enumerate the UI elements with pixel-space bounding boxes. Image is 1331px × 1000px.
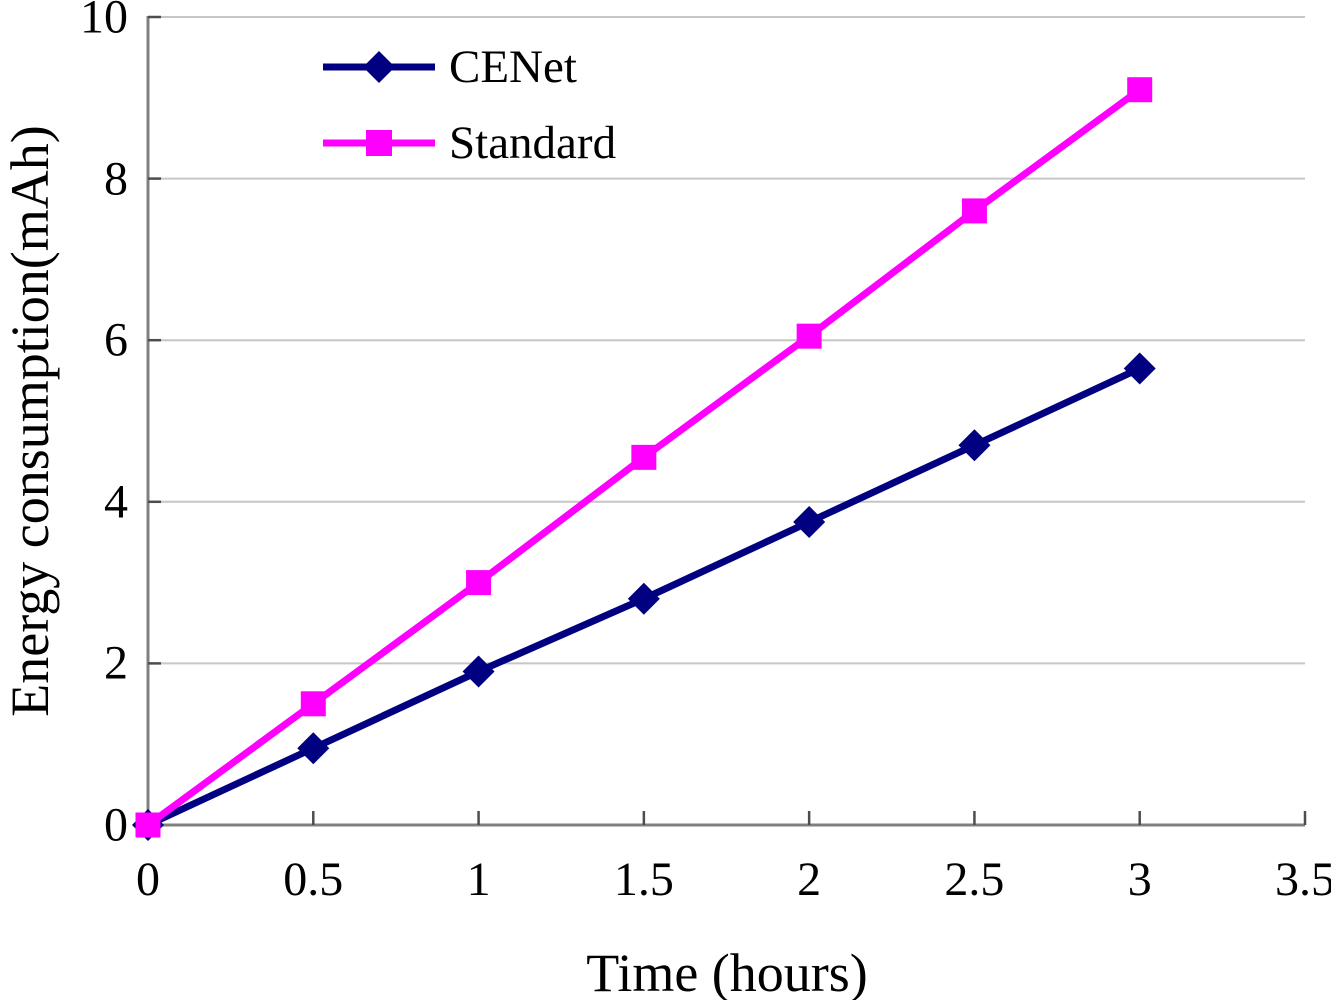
cenet-line-diamond-icon xyxy=(323,51,435,83)
data-point-square xyxy=(631,444,657,470)
data-point-square xyxy=(961,198,987,224)
data-point-square xyxy=(466,570,492,596)
x-tick-label: 1 xyxy=(466,853,491,906)
data-point-diamond xyxy=(462,655,495,688)
data-point-square xyxy=(796,323,822,349)
x-tick-label: 2.5 xyxy=(944,853,1005,906)
data-point-square xyxy=(135,812,161,838)
x-tick-label: 1.5 xyxy=(613,853,674,906)
legend-item-standard: Standard xyxy=(323,116,616,170)
y-axis-title: Energy consumption(mAh) xyxy=(0,125,60,717)
data-point-square xyxy=(300,691,326,717)
data-point-diamond xyxy=(1123,352,1156,385)
y-tick-label: 4 xyxy=(104,475,128,529)
legend: CENet Standard xyxy=(323,40,616,192)
legend-label-cenet: CENet xyxy=(449,41,577,93)
y-tick-label: 6 xyxy=(104,313,128,367)
y-tick-label: 8 xyxy=(104,152,128,206)
data-point-diamond xyxy=(627,582,660,615)
data-point-diamond xyxy=(297,732,330,765)
y-tick-label: 2 xyxy=(104,636,128,690)
x-axis-title: Time (hours) xyxy=(586,943,868,1000)
legend-label-standard: Standard xyxy=(449,117,617,169)
standard-line-square-icon xyxy=(323,130,435,156)
data-point-square xyxy=(1127,77,1153,103)
x-tick-label: 3 xyxy=(1127,853,1152,906)
x-tick-label: 0 xyxy=(136,853,160,906)
data-point-diamond xyxy=(958,429,991,462)
x-tick-label: 0.5 xyxy=(283,853,344,906)
data-point-diamond xyxy=(793,506,826,538)
x-tick-label: 2 xyxy=(797,853,822,906)
y-tick-label: 0 xyxy=(104,798,128,852)
legend-item-cenet: CENet xyxy=(323,40,616,94)
y-tick-label: 10 xyxy=(80,0,128,44)
x-tick-label: 3.5 xyxy=(1275,853,1331,906)
